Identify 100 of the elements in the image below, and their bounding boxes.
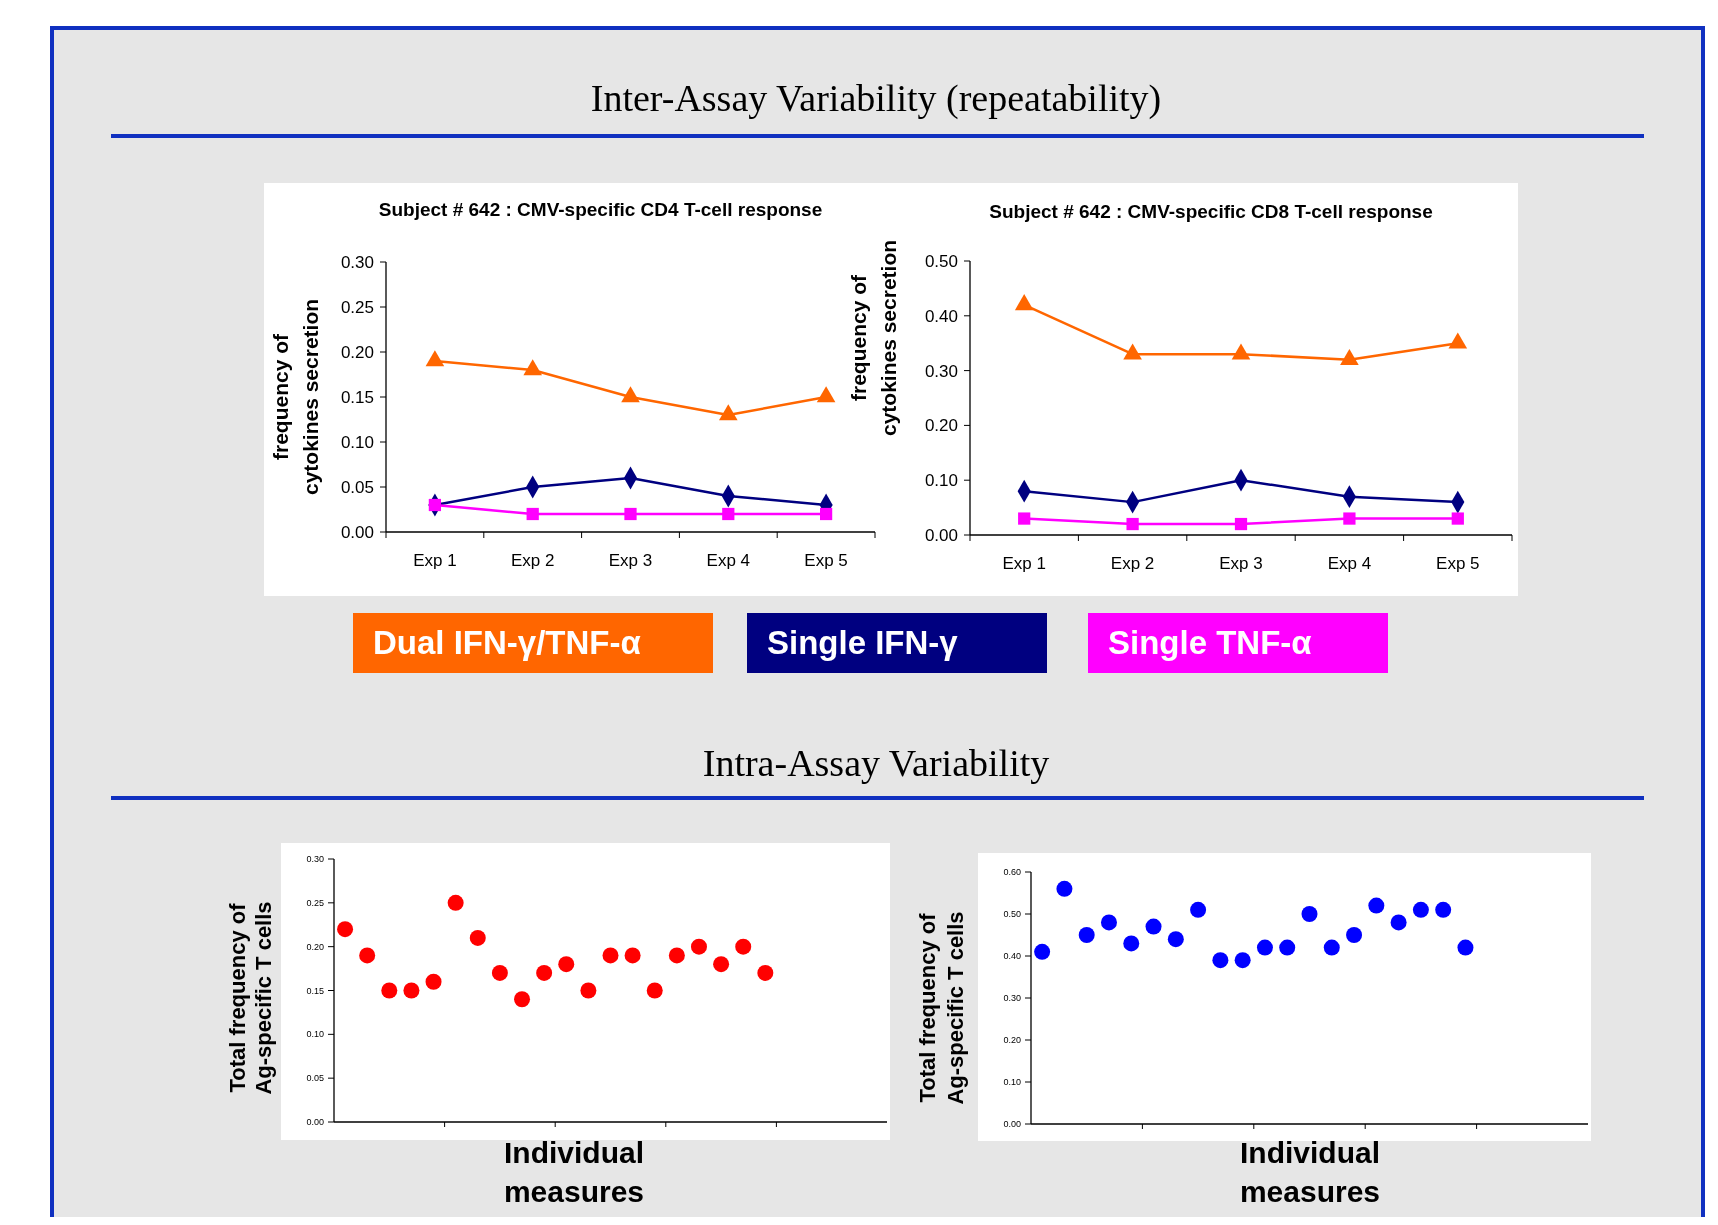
point	[1167, 931, 1184, 948]
point	[668, 947, 685, 964]
point	[646, 982, 663, 999]
point	[1234, 952, 1251, 969]
y-tick-label: 0.15	[340, 387, 374, 407]
y-axis-title: frequency of cytokines secretion	[847, 239, 900, 437]
y-axis-title: frequency of cytokines secretion	[269, 298, 322, 496]
point	[1301, 906, 1318, 922]
point	[757, 964, 774, 981]
point	[381, 982, 398, 999]
point	[1126, 517, 1139, 531]
point	[735, 938, 752, 955]
y-tick-label: 0.25	[340, 297, 374, 317]
point	[1323, 939, 1340, 956]
x-tick-label: Exp 2	[1110, 554, 1155, 573]
x-axis-title: Individual measures	[503, 1136, 645, 1208]
point	[1231, 343, 1251, 360]
point	[690, 938, 707, 955]
point	[1340, 348, 1359, 366]
y-tick-label: 0.20	[306, 941, 324, 952]
point	[1100, 914, 1117, 931]
point	[1390, 914, 1407, 931]
point	[447, 894, 464, 911]
y-tick-label: 0.40	[1003, 951, 1021, 962]
y-tick-label: 0.00	[306, 1117, 324, 1128]
x-tick-label: Exp 2	[510, 551, 555, 570]
point	[1123, 935, 1140, 952]
x-tick-label: Exp 4	[706, 551, 751, 570]
y-tick-label: 0.20	[1003, 1035, 1021, 1046]
y-tick-label: 0.00	[340, 522, 374, 542]
y-tick-label: 0.30	[306, 854, 324, 865]
point	[1256, 939, 1273, 956]
point	[1190, 901, 1207, 918]
y-axis-title: Total frequency of Ag-specific T cells	[225, 901, 276, 1095]
x-axis-title: Individual measures	[1239, 1136, 1381, 1208]
chart-title: Subject # 642 : CMV-specific CD8 T-cell response	[989, 201, 1433, 222]
point	[1448, 332, 1468, 349]
point	[713, 956, 730, 973]
point	[580, 982, 597, 999]
x-tick-label: Exp 5	[1436, 554, 1480, 573]
y-tick-label: 0.10	[306, 1029, 324, 1040]
point	[359, 947, 376, 964]
y-tick-label: 0.15	[306, 985, 324, 996]
y-tick-label: 0.60	[1003, 867, 1021, 878]
y-tick-label: 0.25	[306, 897, 324, 908]
point	[1279, 939, 1296, 956]
y-tick-label: 0.00	[924, 525, 958, 545]
y-tick-label: 0.05	[306, 1073, 324, 1084]
y-tick-label: 0.40	[924, 306, 958, 326]
point	[1123, 343, 1142, 360]
y-tick-label: 0.30	[340, 252, 374, 272]
y-tick-label: 0.20	[340, 342, 374, 362]
point	[337, 921, 354, 938]
point	[403, 982, 420, 999]
y-axis-title: Total frequency of Ag-specific T cells	[915, 911, 968, 1105]
x-tick-label: Exp 3	[1219, 554, 1263, 573]
y-tick-label: 0.50	[924, 251, 958, 271]
point	[558, 956, 575, 973]
point	[1056, 880, 1073, 897]
text: Dual IFN-γ/TNF-α	[373, 624, 641, 661]
text: Single TNF-α	[1108, 624, 1312, 661]
y-tick-label: 0.20	[924, 416, 958, 436]
point	[1014, 294, 1034, 311]
point	[624, 947, 641, 964]
point	[1078, 927, 1095, 943]
x-tick-label: Exp 1	[1002, 554, 1046, 573]
y-tick-label: 0.10	[340, 432, 374, 452]
point	[1368, 897, 1385, 914]
point	[1018, 512, 1031, 525]
point	[1343, 512, 1356, 525]
x-tick-label: Exp 1	[413, 551, 457, 570]
point	[1451, 512, 1464, 525]
chart-title: Subject # 642 : CMV-specific CD4 T-cell response	[378, 199, 823, 220]
y-tick-label: 0.10	[924, 471, 958, 491]
point	[1412, 901, 1429, 918]
y-tick-label: 0.30	[1003, 993, 1021, 1004]
point	[469, 929, 486, 946]
point	[1034, 943, 1051, 960]
y-tick-label: 0.00	[1003, 1119, 1021, 1130]
y-tick-label: 0.30	[924, 361, 958, 381]
point	[1234, 517, 1248, 531]
point	[1457, 939, 1474, 956]
x-tick-label: Exp 4	[1327, 554, 1372, 573]
x-tick-label: Exp 3	[608, 551, 653, 570]
point	[1435, 901, 1452, 918]
point	[536, 964, 553, 981]
x-tick-label: Exp 5	[804, 551, 848, 570]
point	[1346, 927, 1363, 943]
y-tick-label: 0.10	[1003, 1077, 1021, 1088]
y-tick-label: 0.05	[340, 477, 374, 497]
point	[1145, 918, 1162, 935]
text: Inter-Assay Variability (repeatability)	[590, 77, 1162, 120]
point	[602, 947, 619, 964]
text: Single IFN-γ	[767, 624, 959, 661]
text: Intra-Assay Variability	[702, 742, 1050, 784]
point	[1212, 952, 1229, 969]
point	[425, 973, 442, 990]
y-tick-label: 0.50	[1003, 909, 1021, 920]
point	[514, 991, 531, 1008]
point	[491, 964, 508, 981]
